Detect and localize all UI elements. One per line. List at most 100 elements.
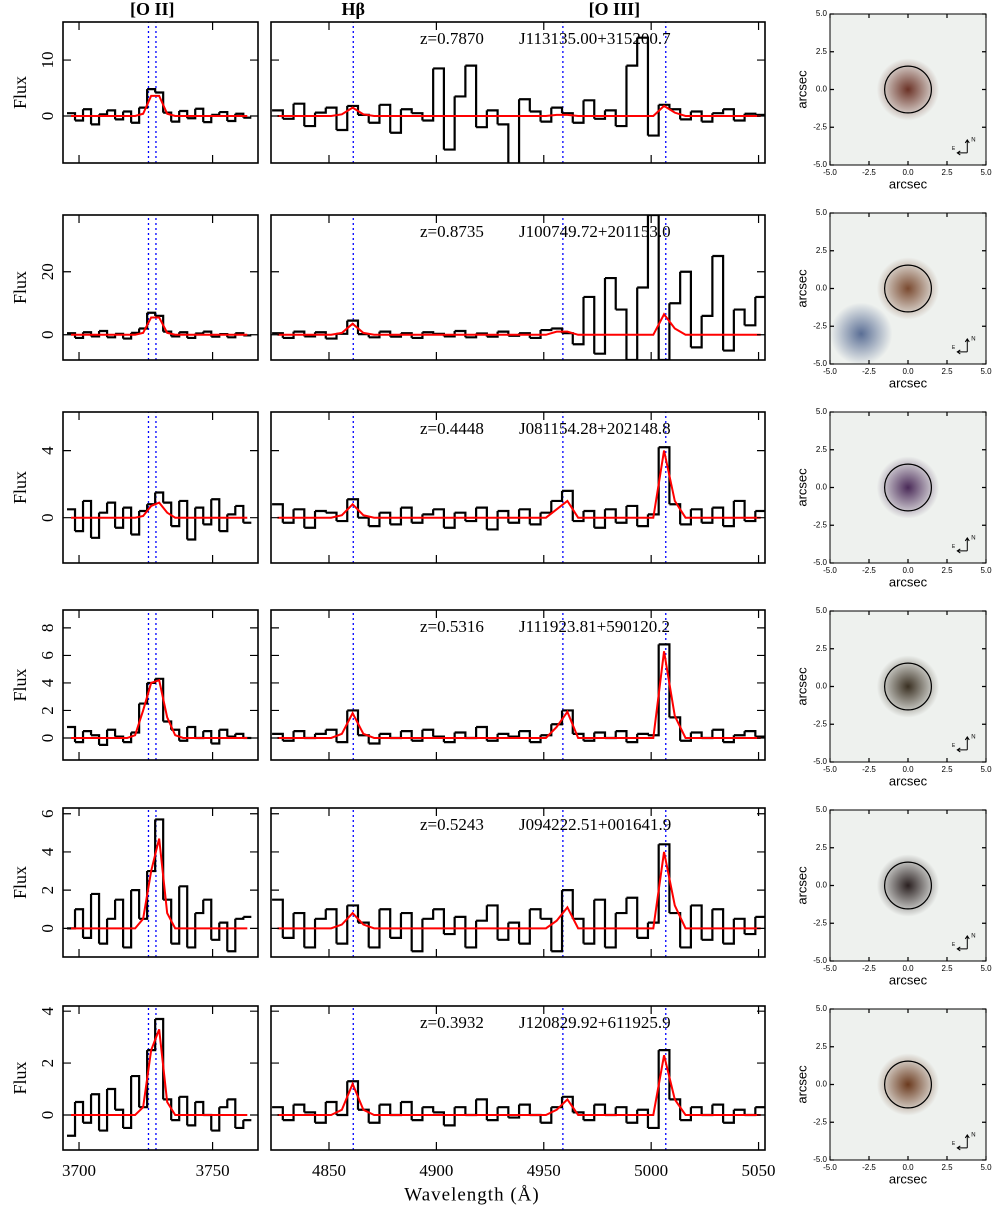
spectrum-step: [712, 254, 725, 351]
y-tick-label: 6: [38, 651, 57, 660]
source: [876, 655, 940, 718]
spectrum-step: [476, 1098, 488, 1121]
spectrum-step: [75, 908, 85, 938]
spectrum-step: [99, 502, 109, 514]
model-fit: [277, 1055, 761, 1116]
y-axis-label: Flux: [10, 866, 30, 899]
spectrum-step: [357, 734, 370, 744]
spectrum-step: [669, 911, 682, 948]
spectrum-step: [357, 333, 370, 338]
y-tick-label: -2.5: [813, 1117, 827, 1126]
spectrum-step: [690, 731, 703, 738]
source: [876, 456, 940, 519]
spectrum-step: [107, 501, 117, 528]
x-axis-label: Wavelength (Å): [404, 1184, 539, 1205]
x-tick-label: 5.0: [980, 765, 992, 774]
spectrum-step: [583, 295, 596, 354]
model-fit: [277, 104, 761, 117]
spectrum-step: [171, 332, 181, 338]
model-fit: [277, 651, 761, 739]
spectrum-step: [658, 303, 671, 360]
x-tick-label: 5.0: [980, 964, 992, 973]
plot-area: [67, 22, 252, 163]
plot-area: NE: [876, 655, 976, 753]
y-tick-label: -2.5: [813, 520, 827, 529]
spectrum-step: [465, 1099, 478, 1117]
spectrum-step: [658, 446, 671, 505]
y-tick-label: 4: [38, 847, 57, 856]
spectrum-step: [219, 514, 229, 533]
x-tick-label: 4900: [419, 1161, 453, 1180]
frame: [270, 609, 766, 761]
spectrum-step: [733, 917, 746, 935]
y-tick-label: 8: [38, 624, 57, 633]
spectrum-step: [357, 1108, 370, 1123]
spectrum-step: [562, 332, 574, 345]
spectrum-step: [669, 716, 682, 741]
spectrum-step: [227, 1098, 237, 1128]
x-tick-label: 0.0: [902, 168, 914, 177]
source: [830, 302, 893, 364]
spectrum-step: [658, 843, 671, 914]
spectrum-step: [304, 510, 317, 529]
spectrum-step: [179, 726, 189, 742]
spectrum-step: [171, 110, 181, 123]
model-fit: [71, 678, 248, 739]
compass-arrows: [956, 338, 970, 355]
spectrum-panel: 3700 3750 0 2 4 Flux: [10, 1005, 259, 1180]
y-tick-label: 2.5: [816, 644, 828, 653]
y-tick-label: 5.0: [816, 805, 828, 814]
spectrum-step: [701, 909, 714, 941]
plot-area: NE: [876, 854, 976, 952]
spectrum-step: [179, 499, 189, 540]
spectrum-step: [508, 1104, 521, 1119]
spectrum-step: [211, 1107, 221, 1132]
spectrum-step: [272, 503, 284, 523]
spectrum-step: [272, 109, 284, 119]
x-tick-label: -2.5: [862, 964, 876, 973]
spectrum-step: [187, 1102, 197, 1127]
frame: [62, 21, 259, 164]
spectrum-step: [99, 918, 109, 945]
spectrum-step: [411, 729, 424, 742]
spectrum-step: [379, 732, 392, 738]
spectrum-panel: 0 4 Flux: [10, 411, 259, 564]
spectrum-step: [422, 68, 435, 122]
spectrum-step: [733, 113, 746, 122]
plot-area: [67, 412, 252, 563]
y-tick-label: 2.5: [816, 445, 828, 454]
y-axis-label: arcsec: [794, 70, 809, 109]
spectrum-step: [647, 644, 660, 737]
spectrum-step: [139, 312, 149, 330]
spectrum-step: [422, 909, 435, 920]
spectrum-step: [195, 731, 205, 740]
y-tick-label: 0.0: [816, 881, 828, 890]
spectrum-step: [235, 1120, 245, 1130]
x-tick-label: 3750: [196, 1161, 230, 1180]
spectrum-step: [219, 728, 229, 737]
spectrum-step: [155, 677, 165, 722]
spectrum-step: [227, 505, 237, 516]
spectrum-step: [690, 508, 703, 523]
spectrum-step: [123, 1076, 133, 1130]
frame: [62, 411, 259, 564]
spectrum-step: [626, 733, 639, 744]
spectrum-step: [83, 499, 93, 538]
spectrum-step: [551, 490, 564, 503]
spectrum-step: [211, 498, 221, 532]
spectrum-step: [400, 911, 413, 952]
x-tick-label: 2.5: [941, 765, 953, 774]
x-tick-label: 4950: [527, 1161, 561, 1180]
spectrum-step: [390, 913, 403, 939]
spectrum-step: [315, 509, 327, 513]
spectrum-step: [615, 1106, 628, 1123]
y-axis-label: arcsec: [794, 866, 809, 905]
x-tick-label: 5.0: [980, 566, 992, 575]
compass-north: N: [971, 137, 975, 143]
plot-area: NE: [830, 257, 976, 364]
spectrum-step: [390, 507, 403, 526]
frame: [62, 214, 259, 361]
aperture: [883, 861, 932, 910]
spectrum-step: [712, 728, 725, 743]
compass-arrows: [956, 736, 970, 753]
